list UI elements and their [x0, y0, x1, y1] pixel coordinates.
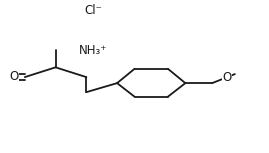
- Text: NH₃⁺: NH₃⁺: [79, 44, 107, 57]
- Text: Cl⁻: Cl⁻: [84, 4, 102, 17]
- Text: O: O: [222, 71, 231, 84]
- Text: O: O: [9, 70, 18, 83]
